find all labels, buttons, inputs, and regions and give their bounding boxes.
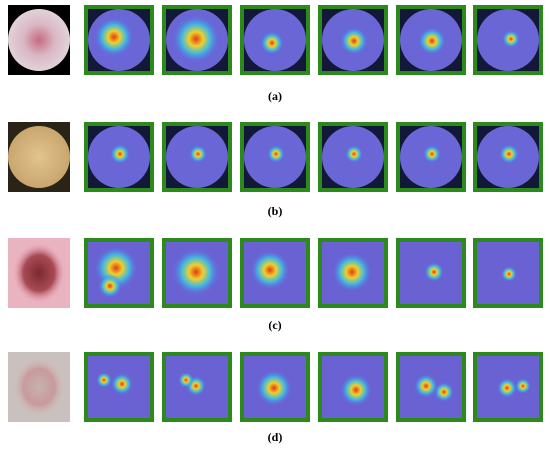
lesion-area	[8, 9, 70, 71]
activation	[111, 373, 133, 395]
green-frame	[473, 238, 543, 308]
input-image	[8, 5, 70, 75]
heatmap-image	[396, 238, 466, 308]
activation	[414, 374, 438, 398]
green-frame	[240, 122, 310, 192]
activation	[502, 30, 520, 48]
green-frame	[396, 122, 466, 192]
input-image	[8, 352, 70, 422]
activation	[260, 31, 284, 55]
activation	[515, 378, 531, 394]
activation	[98, 274, 122, 298]
activation	[345, 145, 363, 163]
heatmap-image	[396, 5, 466, 75]
green-frame	[84, 122, 154, 192]
activation	[110, 144, 130, 164]
activation	[267, 145, 285, 163]
lesion-area	[8, 126, 70, 188]
heatmap-image	[318, 352, 388, 422]
heatmap-image	[162, 122, 232, 192]
lesion	[13, 357, 65, 417]
activation	[501, 266, 517, 282]
panel-label: (a)	[268, 89, 282, 103]
activation	[418, 27, 446, 55]
activation	[423, 145, 441, 163]
heatmap-image	[473, 5, 543, 75]
green-frame	[318, 5, 388, 75]
heatmap-image	[318, 122, 388, 192]
activation	[434, 382, 454, 402]
activation	[499, 144, 519, 164]
activation	[424, 262, 444, 282]
activation	[340, 27, 368, 55]
heatmap-image	[84, 5, 154, 75]
green-frame	[473, 352, 543, 422]
green-frame	[396, 352, 466, 422]
activation	[172, 15, 220, 63]
green-frame	[84, 5, 154, 75]
green-frame	[240, 238, 310, 308]
green-frame	[84, 352, 154, 422]
green-frame	[396, 238, 466, 308]
heatmap-image	[396, 122, 466, 192]
green-frame	[162, 5, 232, 75]
panel-label: (b)	[268, 204, 283, 218]
green-frame	[240, 5, 310, 75]
heatmap-image	[396, 352, 466, 422]
green-frame	[162, 122, 232, 192]
activation	[178, 372, 194, 388]
activation	[94, 17, 134, 57]
heatmap-image	[473, 238, 543, 308]
green-frame	[318, 238, 388, 308]
heatmap-image	[84, 122, 154, 192]
activation	[256, 370, 292, 406]
green-frame	[318, 122, 388, 192]
activation	[172, 248, 220, 296]
heatmap-image	[240, 352, 310, 422]
panel-label: (c)	[268, 318, 281, 332]
green-frame	[473, 122, 543, 192]
heatmap-image	[240, 122, 310, 192]
panel-label: (d)	[268, 430, 283, 444]
activation	[96, 372, 112, 388]
input-image	[8, 122, 70, 192]
input-image	[8, 238, 70, 308]
green-frame	[162, 238, 232, 308]
heatmap-image	[162, 352, 232, 422]
heatmap-image	[473, 352, 543, 422]
lesion	[13, 243, 65, 303]
heatmap-image	[84, 352, 154, 422]
green-frame	[473, 5, 543, 75]
activation	[340, 374, 372, 406]
heatmap-image	[162, 238, 232, 308]
green-frame	[240, 352, 310, 422]
green-frame	[396, 5, 466, 75]
activation	[250, 250, 290, 290]
heatmap-image	[162, 5, 232, 75]
activation	[189, 145, 207, 163]
heatmap-image	[473, 122, 543, 192]
green-frame	[318, 352, 388, 422]
activation	[332, 252, 372, 292]
green-frame	[84, 238, 154, 308]
heatmap-image	[84, 238, 154, 308]
heatmap-image	[318, 5, 388, 75]
heatmap-image	[318, 238, 388, 308]
heatmap-image	[240, 5, 310, 75]
green-frame	[162, 352, 232, 422]
heatmap-image	[240, 238, 310, 308]
activation	[497, 378, 517, 398]
